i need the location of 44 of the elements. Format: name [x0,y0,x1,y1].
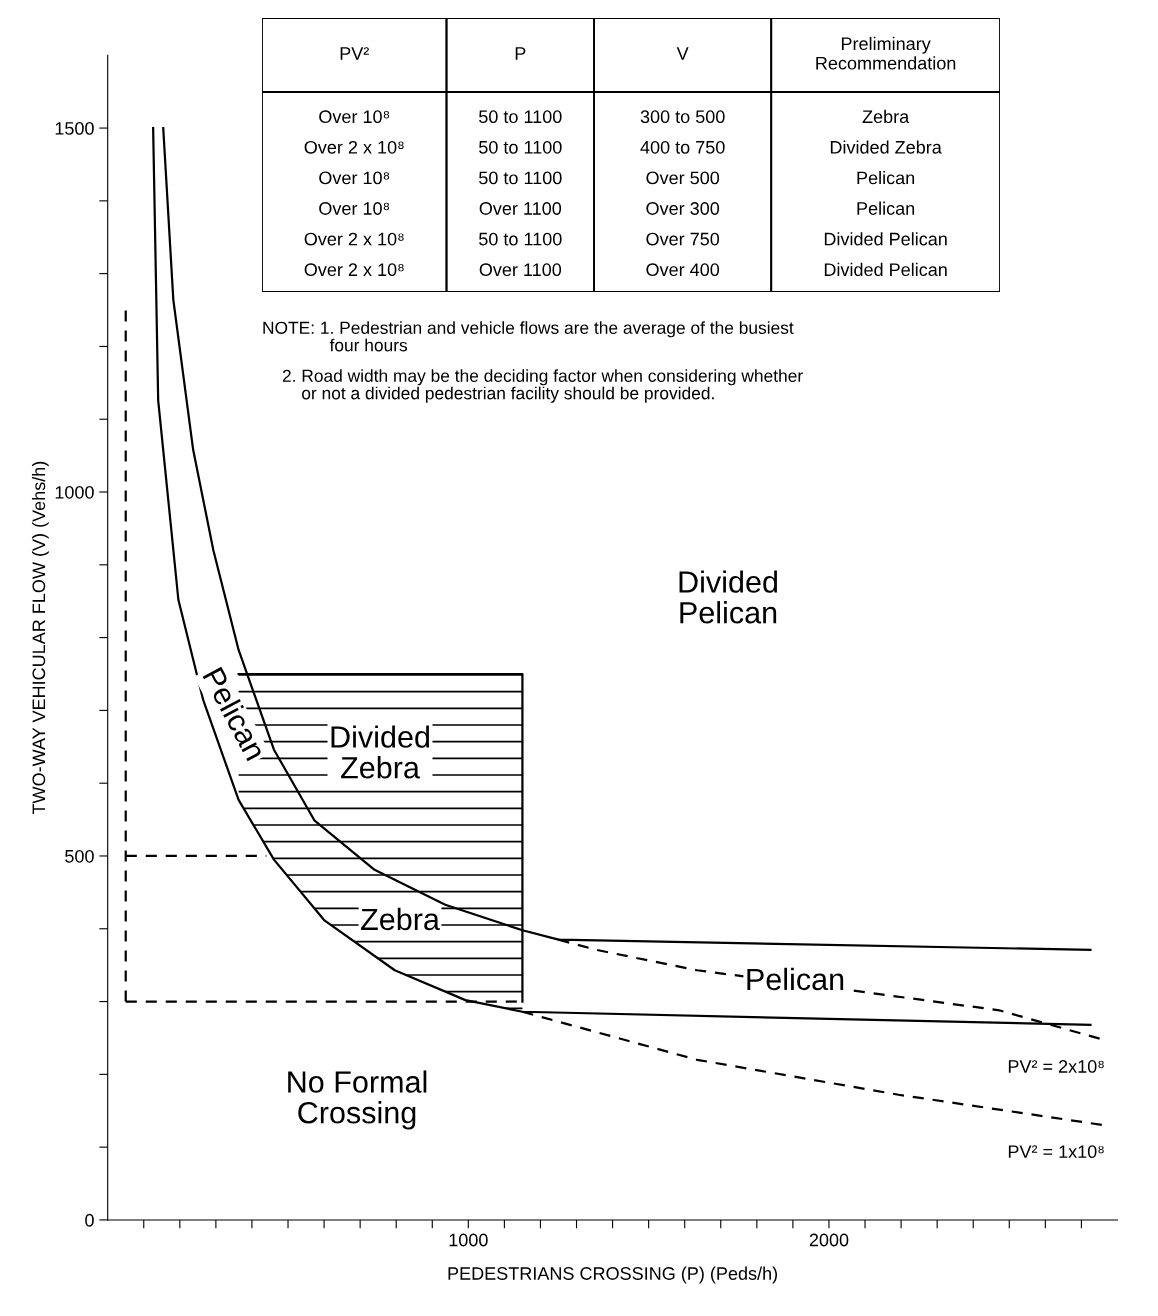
category-label: PV² [340,47,369,60]
annotation: Over 10⁸ [319,171,390,185]
annotation: PV² = 2x10⁸ [1008,1060,1104,1073]
annotation: 300 to 500 [640,110,725,124]
annotation: 400 to 750 [640,140,725,154]
annotation: Over 1100 [479,202,562,215]
annotation: NOTE: 1. Pedestrian and vehicle flows are the average of the busiest four hours [263,321,794,352]
annotation: Over 400 [646,263,720,277]
annotation: Pelican [857,201,915,215]
annotation: Over 1100 [479,263,562,277]
y-axis-title: TWO-WAY VEHICULAR FLOW (V) (Vehs/h) [31,461,49,815]
annotation: Over 2 x 10⁸ [304,140,404,154]
annotation: Zebra [361,907,440,931]
annotation: Over 2 x 10⁸ [304,263,404,277]
annotation: Pelican [747,967,844,991]
annotation: 50 to 1100 [479,171,562,185]
annotation: Over 10⁸ [319,110,390,124]
annotation: 50 to 1100 [479,110,562,124]
annotation: Over 500 [646,171,720,185]
annotation: No Formal Crossing [288,1070,427,1130]
annotation: Pelican [857,171,915,185]
annotation: Divided Zebra [331,725,429,779]
annotation: 2. Road width may be the deciding factor when considering whether or not a divided pedestrian facility should be provided. [282,369,803,403]
annotation: Over 10⁸ [319,202,390,215]
annotation: Over 750 [646,232,720,246]
x-axis-title: PEDESTRIANS CROSSING (P) (Peds/h) [448,1266,777,1284]
category-label: P [515,47,526,60]
annotation: 50 to 1100 [479,140,562,154]
category-label: V [676,47,689,60]
annotation: Divided Zebra [830,140,942,154]
y-tick-label: 1000 [55,485,94,499]
annotation: PV² = 1x10⁸ [1008,1145,1104,1159]
annotation: Divided Pelican [824,232,947,246]
annotation: 50 to 1100 [479,232,562,246]
y-tick-label: 1500 [55,122,94,135]
y-tick-label: 500 [65,849,94,863]
y-tick-label: 0 [85,1213,94,1227]
annotation: Over 2 x 10⁸ [304,232,404,246]
annotation: Over 300 [646,202,720,215]
annotation: Zebra [862,109,910,124]
x-tick-label: 2000 [809,1233,849,1247]
annotation: Divided Pelican [824,262,947,277]
category-label: Preliminary Recommendation [816,36,956,70]
annotation: Divided Pelican [679,570,777,624]
